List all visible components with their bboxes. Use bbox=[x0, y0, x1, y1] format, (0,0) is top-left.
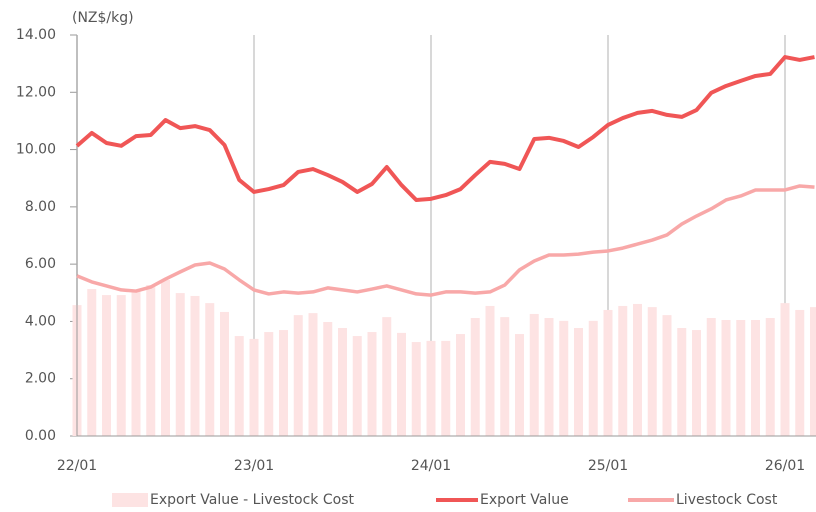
x-tick-label: 24/01 bbox=[411, 458, 451, 474]
y-tick-label: 6.00 bbox=[25, 256, 56, 272]
legend-label: Livestock Cost bbox=[676, 492, 778, 508]
y-tick-label: 8.00 bbox=[25, 199, 56, 215]
bar bbox=[677, 328, 687, 436]
bar bbox=[382, 317, 392, 436]
bar bbox=[529, 313, 539, 436]
y-tick-label: 14.00 bbox=[16, 27, 56, 43]
bar bbox=[102, 295, 111, 436]
bar bbox=[367, 332, 377, 436]
unit-label: (NZ$/kg) bbox=[72, 10, 134, 26]
bar bbox=[810, 307, 816, 436]
bar bbox=[411, 342, 421, 436]
x-tick-label: 25/01 bbox=[588, 458, 628, 474]
bar bbox=[633, 303, 642, 436]
bar bbox=[279, 330, 288, 436]
bar bbox=[161, 279, 170, 436]
bar bbox=[603, 309, 613, 436]
x-tick-label: 23/01 bbox=[234, 458, 274, 474]
legend-label: Export Value - Livestock Cost bbox=[150, 492, 355, 508]
bar bbox=[485, 305, 495, 436]
bar bbox=[146, 285, 156, 436]
bar bbox=[736, 319, 746, 436]
x-tick-label: 22/01 bbox=[57, 458, 97, 474]
bar bbox=[441, 340, 451, 436]
bar bbox=[205, 303, 215, 436]
bar bbox=[264, 332, 274, 436]
bar bbox=[190, 295, 200, 436]
line bbox=[75, 55, 815, 202]
bar bbox=[618, 305, 628, 436]
y-tick-label: 12.00 bbox=[16, 84, 56, 100]
legend-swatch bbox=[112, 493, 148, 507]
bar bbox=[87, 289, 97, 436]
bar bbox=[234, 336, 244, 436]
y-tick-label: 0.00 bbox=[25, 428, 56, 444]
bar bbox=[692, 330, 701, 436]
bar bbox=[574, 328, 583, 436]
bar bbox=[721, 319, 731, 436]
bar bbox=[323, 322, 333, 436]
bar bbox=[559, 320, 569, 436]
bar bbox=[308, 313, 318, 436]
bar bbox=[662, 315, 672, 436]
bar bbox=[338, 328, 347, 436]
bar bbox=[780, 303, 790, 436]
bar bbox=[500, 317, 510, 436]
legend-label: Export Value bbox=[480, 492, 569, 508]
y-tick-label: 2.00 bbox=[25, 371, 56, 387]
bar bbox=[647, 307, 657, 436]
bar bbox=[397, 332, 406, 436]
bar bbox=[220, 311, 229, 436]
bar bbox=[515, 334, 524, 436]
bar bbox=[456, 334, 465, 436]
line bbox=[76, 184, 815, 297]
bar bbox=[352, 336, 362, 436]
bar bbox=[426, 340, 436, 436]
bar bbox=[765, 317, 775, 436]
bar bbox=[544, 317, 554, 436]
bar bbox=[293, 315, 303, 436]
bar bbox=[588, 320, 598, 436]
bar bbox=[470, 317, 480, 436]
bar bbox=[175, 293, 185, 436]
bar bbox=[706, 317, 716, 436]
bar bbox=[751, 319, 760, 436]
x-tick-label: 26/01 bbox=[765, 458, 805, 474]
bar bbox=[116, 295, 126, 436]
bar bbox=[131, 289, 141, 436]
bar bbox=[249, 338, 259, 436]
y-tick-label: 10.00 bbox=[16, 142, 56, 158]
y-tick-label: 4.00 bbox=[25, 313, 56, 329]
bar bbox=[795, 309, 805, 436]
